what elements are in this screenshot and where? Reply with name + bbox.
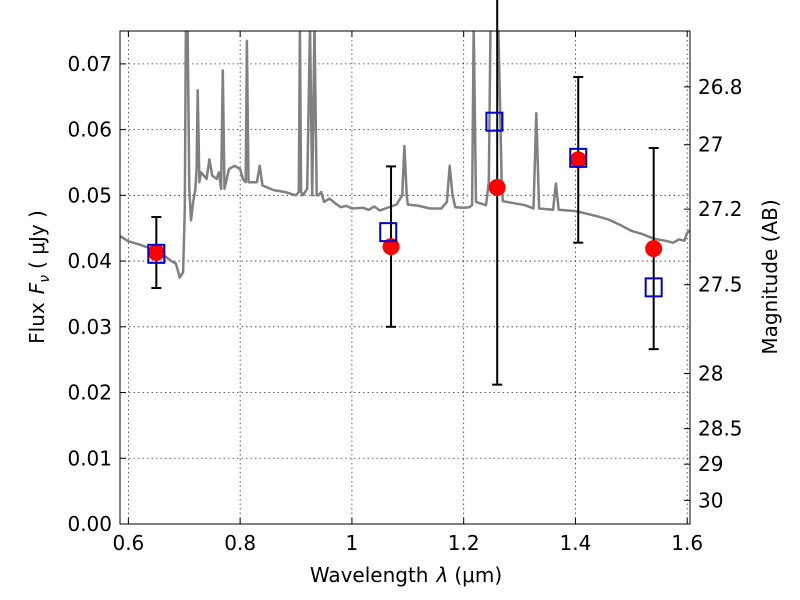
model-point <box>485 111 504 132</box>
model-spectrum-layer <box>120 31 690 279</box>
model-point <box>569 147 588 168</box>
observed-point <box>645 240 663 258</box>
y-tick-label: 0.07 <box>67 52 112 76</box>
observed-point <box>382 238 400 256</box>
y-axis-label: FluxFν( μJy ) <box>25 210 53 344</box>
y-tick-label: 0.04 <box>67 249 112 273</box>
y2-tick-label: 26.8 <box>698 75 743 99</box>
grid-lines <box>120 31 690 525</box>
model-point <box>147 243 166 264</box>
y2-tick-labels: 26.8 27 27.2 27.5 28 28.5 29 30 <box>698 75 743 512</box>
axis-ticks <box>120 31 690 525</box>
plot-frame <box>119 30 691 525</box>
observed-point <box>147 244 165 262</box>
y2-tick-label: 27 <box>698 133 723 157</box>
x-axis-label: Wavelength λ (μm) <box>310 563 502 587</box>
model-point <box>644 277 663 298</box>
x-tick-label: 0.6 <box>112 531 144 555</box>
y2-tick-label: 30 <box>698 488 723 512</box>
x-tick-label: 1.4 <box>560 531 592 555</box>
y2-tick-label: 29 <box>698 452 723 476</box>
data-points-layer <box>147 111 663 298</box>
y2-tick-label: 27.2 <box>698 197 743 221</box>
y2-tick-label: 28 <box>698 361 723 385</box>
spectrum-line <box>120 31 690 279</box>
y-tick-label: 0.01 <box>67 446 112 470</box>
y-tick-label: 0.05 <box>67 183 112 207</box>
y2-tick-label: 28.5 <box>698 417 743 441</box>
model-point <box>379 222 398 243</box>
y-tick-labels: 0.00 0.01 0.02 0.03 0.04 0.05 0.06 0.07 <box>67 52 112 536</box>
x-tick-label: 1.2 <box>448 531 480 555</box>
y2-tick-label: 27.5 <box>698 273 743 297</box>
x-tick-label: 1.6 <box>671 531 703 555</box>
y-tick-label: 0.06 <box>67 118 112 142</box>
observed-point <box>488 178 506 196</box>
x-tick-labels: 0.6 0.8 1 1.2 1.4 1.6 <box>112 531 703 555</box>
y-tick-label: 0.02 <box>67 381 112 405</box>
y2-axis-label: Magnitude (AB) <box>758 199 782 354</box>
x-tick-label: 1 <box>346 531 359 555</box>
y-tick-label: 0.03 <box>67 315 112 339</box>
x-tick-label: 0.8 <box>224 531 256 555</box>
observed-point <box>569 151 587 169</box>
y-tick-label: 0.00 <box>67 512 112 536</box>
